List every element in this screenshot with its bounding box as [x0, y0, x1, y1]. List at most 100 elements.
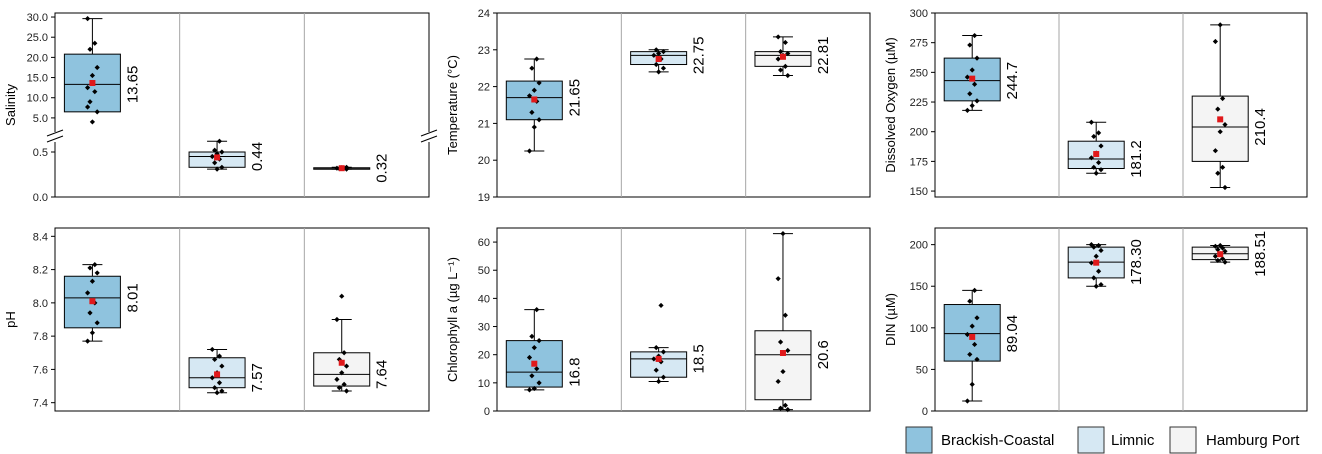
data-point [531, 87, 537, 93]
box-group-brackish-coastal: 8.01 [63, 262, 141, 344]
legend-label-limnic: Limnic [1111, 432, 1155, 449]
box-iqr [1191, 95, 1249, 162]
data-point [534, 366, 540, 372]
data-point [343, 164, 350, 170]
mean-marker [531, 360, 538, 367]
box-group-hamburg-port: 0.32 [313, 154, 391, 183]
y-tick-label: 24 [478, 8, 490, 20]
data-point [529, 373, 535, 379]
data-point [212, 385, 218, 391]
plot-frame [496, 12, 871, 198]
data-point [92, 262, 98, 268]
data-point [775, 34, 781, 40]
box-group-limnic: 178.30 [1067, 239, 1145, 289]
data-point [972, 287, 978, 293]
y-tick-label: 7.8 [33, 331, 48, 343]
data-point [974, 356, 980, 363]
data-point [964, 331, 970, 338]
data-point [216, 380, 223, 386]
data-point [1212, 148, 1218, 154]
axis-break-mark [420, 135, 438, 143]
data-point [89, 119, 95, 125]
mean-marker [338, 165, 345, 172]
mean-marker [1093, 151, 1100, 158]
y-axis-label: Temperature (°C) [445, 55, 460, 155]
mean-value-label: 7.64 [374, 360, 391, 389]
y-tick-label: 15.0 [27, 73, 48, 85]
mean-marker [1093, 259, 1100, 266]
data-point [214, 390, 220, 396]
box-group-brackish-coastal: 89.04 [943, 287, 1021, 404]
data-point [785, 347, 791, 354]
data-point [1096, 159, 1102, 166]
data-point [336, 385, 342, 391]
mean-value-label: 22.81 [815, 37, 832, 75]
data-point [785, 50, 791, 57]
data-point [660, 65, 667, 71]
data-point [209, 375, 215, 381]
y-tick-label: 8.4 [33, 231, 48, 243]
chart-panels: 0.0 0.5 5.0 10.0 15.0 20.0 25.0 30.0 Salinity 13.… [3, 8, 1308, 418]
data-point [974, 55, 980, 61]
data-point [85, 338, 91, 344]
data-point [1215, 247, 1221, 253]
data-point [1217, 22, 1223, 28]
data-point [777, 405, 784, 411]
chart-panel-chlorophyll-a-g-l: 0 10 20 30 40 50 60 Chlorophyll a (µg L⁻¹) 16.8 1… [445, 227, 871, 418]
y-tick-label: 7.4 [33, 398, 48, 410]
data-point [1088, 242, 1094, 248]
data-point [209, 153, 215, 160]
y-tick-label: 30.0 [27, 12, 48, 24]
legend-label-hamburg-port: Hamburg Port [1206, 432, 1300, 449]
data-point [1096, 130, 1102, 136]
data-point [782, 312, 788, 318]
legend-swatch-limnic [1077, 426, 1105, 454]
data-point [653, 61, 659, 68]
data-point [967, 91, 973, 97]
data-point [964, 107, 970, 113]
data-point [343, 388, 350, 394]
data-point [785, 72, 791, 79]
data-point [341, 381, 347, 387]
data-point [85, 104, 91, 110]
data-point [967, 298, 973, 304]
data-point [212, 147, 218, 153]
mean-value-label: 16.8 [566, 358, 583, 387]
mean-value-label: 18.5 [691, 344, 708, 373]
data-point [653, 345, 659, 351]
mean-value-label: 7.57 [249, 363, 266, 392]
data-point [1096, 242, 1102, 249]
data-point [1091, 164, 1097, 170]
plot-frame [934, 12, 1308, 198]
data-point [969, 67, 975, 73]
data-point [212, 356, 218, 363]
data-point [1098, 143, 1104, 149]
chart-panel-salinity: 0.0 0.5 5.0 10.0 15.0 20.0 25.0 30.0 Salinity 13.… [3, 12, 438, 204]
axis-break-mark [46, 129, 64, 137]
y-tick-label: 40 [478, 293, 490, 305]
y-axis-label: DIN (µM) [883, 293, 898, 346]
data-point [334, 316, 340, 323]
mean-value-label: 244.7 [1004, 62, 1021, 100]
chart-panel-ph: 7.4 7.6 7.8 8.0 8.2 8.4 pH 8.01 7.57 7.64 [3, 227, 430, 412]
y-tick-label: 10.0 [27, 93, 48, 105]
legend-swatch-hamburg-port [1169, 426, 1197, 454]
data-point [653, 47, 659, 53]
data-point [214, 166, 220, 172]
legend: Brackish-Coastal Limnic Hamburg Port [905, 426, 1300, 454]
mean-marker [779, 53, 786, 60]
data-point [775, 378, 781, 385]
box-group-limnic: 181.2 [1067, 119, 1145, 178]
data-point [964, 74, 970, 80]
data-point [967, 42, 973, 48]
y-tick-label: 275 [910, 38, 928, 50]
data-point [339, 370, 345, 376]
data-point [219, 363, 225, 369]
data-point [531, 124, 537, 130]
y-tick-label: 100 [910, 323, 928, 335]
mean-marker [655, 56, 662, 62]
data-point [94, 64, 100, 71]
box-group-limnic: 7.57 [188, 346, 266, 396]
data-point [341, 350, 347, 356]
y-tick-label: 60 [478, 237, 490, 249]
